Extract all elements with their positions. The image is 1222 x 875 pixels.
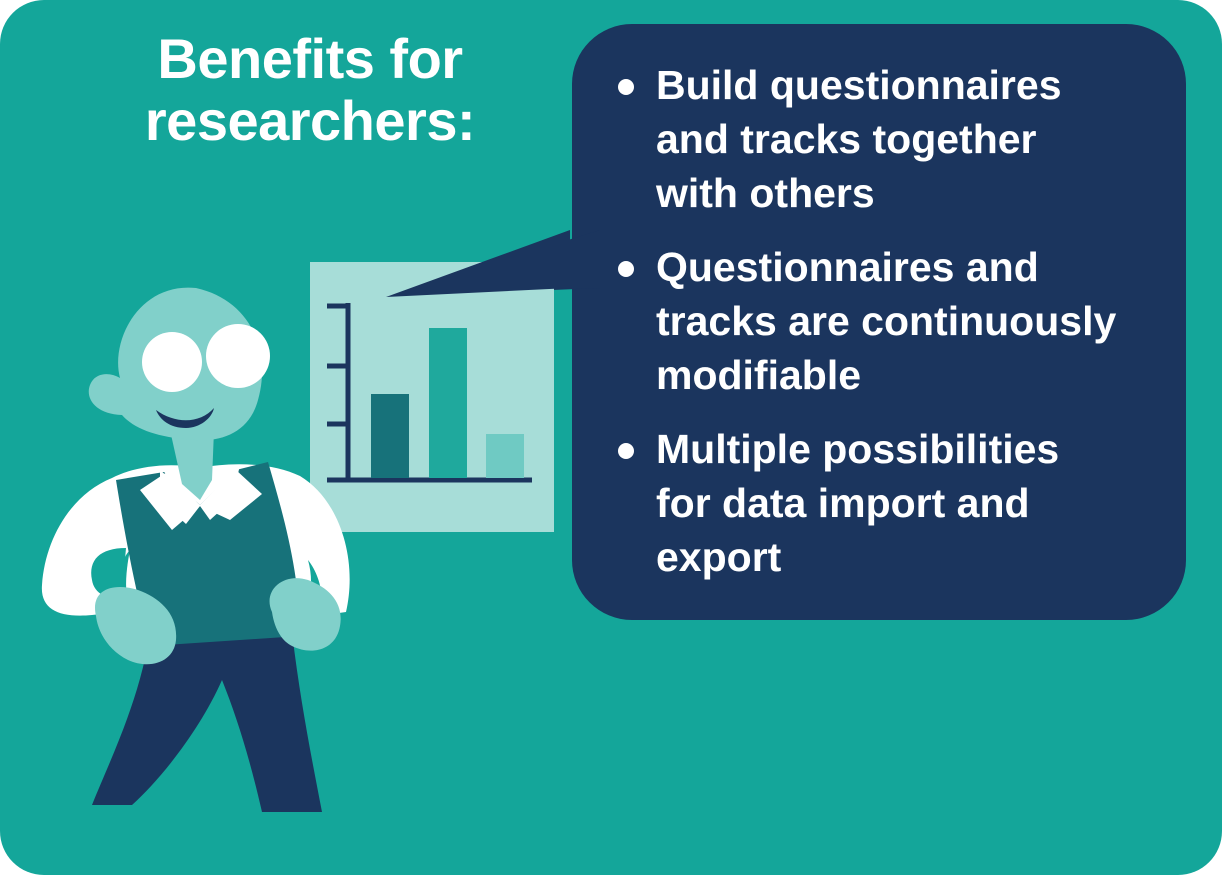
chart-board [310,230,570,532]
presenter-icon [41,287,350,812]
list-item: Questionnaires and tracks are continuous… [612,240,1172,402]
list-item: Multiple possibilities for data import a… [612,422,1172,584]
list-item-line: and tracks together [656,116,1037,162]
list-item-line: for data import and [656,480,1030,526]
bullet-dot-icon [618,79,634,95]
page-title: Benefits for researchers: [120,28,500,152]
bar-chart-icon [327,303,532,483]
list-item: Build questionnaires and tracks together… [612,58,1172,220]
list-item-line: export [656,534,782,580]
chart-bar [486,434,524,478]
bullet-dot-icon [618,443,634,459]
list-item-line: Questionnaires and [656,244,1039,290]
list-item-line: Multiple possibilities [656,426,1060,472]
chart-bar [371,394,409,478]
benefits-list: Build questionnaires and tracks together… [612,58,1172,604]
list-item-line: tracks are continuously [656,298,1117,344]
chart-bar [429,328,467,478]
list-item-line: with others [656,170,875,216]
bullet-dot-icon [618,261,634,277]
list-item-line: modifiable [656,352,862,398]
title-line: researchers: [144,89,476,152]
list-item-line: Build questionnaires [656,62,1062,108]
title-line: Benefits for [157,27,463,90]
